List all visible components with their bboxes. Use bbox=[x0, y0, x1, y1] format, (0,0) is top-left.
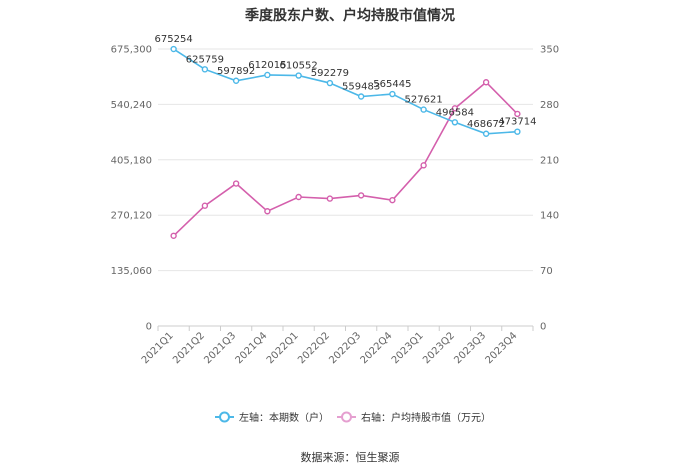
left-tick-label: 405,180 bbox=[111, 155, 152, 166]
right-tick-label: 0 bbox=[540, 322, 546, 333]
x-tick-label: 2023Q3 bbox=[452, 330, 488, 366]
data-point-0[interactable] bbox=[326, 79, 334, 87]
data-point-0[interactable] bbox=[389, 90, 396, 98]
data-point-1[interactable] bbox=[420, 162, 427, 169]
data-point-1[interactable] bbox=[482, 79, 490, 86]
data-label: 612015 bbox=[248, 60, 286, 71]
x-tick-label: 2022Q4 bbox=[359, 330, 395, 366]
left-tick-label: 540,240 bbox=[111, 100, 152, 111]
data-source: 数据来源：恒生聚源 bbox=[301, 450, 400, 464]
data-point-0[interactable] bbox=[170, 45, 177, 53]
legend-item-households[interactable]: 左轴：本期数（户） bbox=[215, 411, 329, 424]
x-tick-label: 2023Q4 bbox=[484, 330, 520, 366]
data-point-1[interactable] bbox=[357, 192, 365, 199]
data-point-0[interactable] bbox=[514, 128, 521, 135]
data-label: 592279 bbox=[311, 68, 349, 79]
data-label: 625759 bbox=[186, 54, 224, 65]
right-tick-label: 350 bbox=[540, 45, 559, 56]
data-point-1[interactable] bbox=[170, 232, 177, 239]
left-tick-label: 270,120 bbox=[111, 211, 152, 222]
data-point-0[interactable] bbox=[201, 66, 209, 73]
x-tick-label: 2022Q2 bbox=[296, 330, 332, 366]
data-point-1[interactable] bbox=[326, 195, 334, 202]
data-point-1[interactable] bbox=[264, 208, 271, 215]
x-tick-label: 2022Q3 bbox=[327, 330, 363, 366]
data-point-0[interactable] bbox=[264, 71, 271, 79]
data-point-0[interactable] bbox=[232, 77, 240, 84]
legend: 左轴：本期数（户） 右轴：户均持股市值（万元） bbox=[215, 411, 491, 424]
data-point-1[interactable] bbox=[389, 196, 396, 204]
x-tick-label: 2021Q2 bbox=[171, 330, 207, 366]
chart-title: 季度股东户数、户均持股市值情况 bbox=[244, 7, 455, 24]
data-point-0[interactable] bbox=[451, 119, 459, 126]
x-tick-label: 2023Q2 bbox=[421, 330, 457, 366]
data-label: 473714 bbox=[498, 117, 536, 128]
data-label: 527621 bbox=[405, 95, 443, 106]
right-tick-label: 70 bbox=[540, 266, 553, 277]
left-tick-label: 135,060 bbox=[111, 266, 152, 277]
data-point-0[interactable] bbox=[482, 130, 490, 137]
right-tick-label: 210 bbox=[540, 155, 559, 166]
left-axis: 0 135,060 270,120 405,180 540,240 675,300 bbox=[111, 45, 152, 333]
x-tick-label: 2023Q1 bbox=[390, 330, 426, 366]
x-tick-label: 2021Q1 bbox=[140, 330, 176, 366]
series-line-1 bbox=[173, 81, 518, 237]
data-point-1[interactable] bbox=[232, 180, 240, 187]
x-tick-label: 2021Q4 bbox=[234, 330, 270, 366]
left-tick-label: 675,300 bbox=[111, 45, 152, 56]
legend-label-market-value: 右轴：户均持股市值（万元） bbox=[361, 411, 491, 424]
right-axis: 0 70 140 210 280 350 bbox=[540, 45, 559, 333]
x-tick-label: 2021Q3 bbox=[202, 330, 238, 366]
data-label: 468672 bbox=[467, 119, 505, 130]
data-point-1[interactable] bbox=[514, 110, 521, 118]
grid bbox=[158, 48, 533, 272]
data-label: 496584 bbox=[436, 107, 474, 118]
right-tick-label: 280 bbox=[540, 100, 559, 111]
legend-item-market-value[interactable]: 右轴：户均持股市值（万元） bbox=[337, 411, 491, 424]
data-point-0[interactable] bbox=[295, 72, 302, 79]
x-tick-label: 2022Q1 bbox=[265, 330, 301, 366]
legend-label-households: 左轴：本期数（户） bbox=[239, 411, 329, 424]
series-layer bbox=[170, 45, 521, 239]
data-point-0[interactable] bbox=[420, 106, 427, 113]
left-tick-label: 0 bbox=[146, 322, 152, 333]
data-point-1[interactable] bbox=[201, 202, 209, 209]
data-label: 675254 bbox=[155, 34, 193, 45]
right-tick-label: 140 bbox=[540, 211, 559, 222]
series-line-0 bbox=[173, 48, 518, 135]
data-point-0[interactable] bbox=[357, 93, 365, 100]
x-axis: 2021Q12021Q22021Q32021Q42022Q12022Q22022… bbox=[140, 325, 534, 366]
data-label: 565445 bbox=[373, 79, 411, 90]
data-point-1[interactable] bbox=[295, 193, 302, 201]
data-label: 610552 bbox=[280, 61, 318, 72]
data-point-1[interactable] bbox=[451, 105, 459, 112]
data-label: 559483 bbox=[342, 82, 380, 93]
data-label: 597892 bbox=[217, 66, 255, 77]
